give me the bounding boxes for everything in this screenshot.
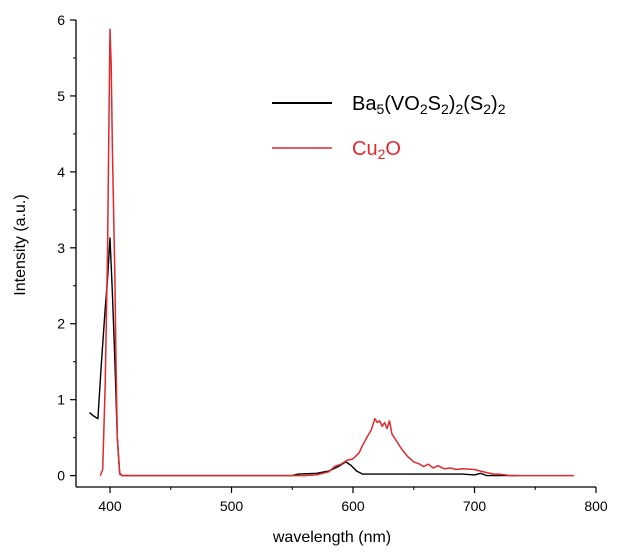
legend-label: Ba5(VO2S2)2(S2)2 (352, 93, 506, 117)
y-tick-label: 3 (57, 240, 65, 256)
x-tick-label: 500 (220, 498, 244, 514)
ticks: 400 500 600 700 800 0 1 2 3 4 5 6 (57, 12, 608, 514)
y-tick-label: 1 (57, 392, 65, 408)
y-tick-label: 5 (57, 88, 65, 104)
x-tick-label: 700 (463, 498, 487, 514)
series-line-ba5vo2s2 (88, 237, 517, 477)
x-axis-title: wavelength (nm) (272, 529, 391, 546)
x-tick-label: 400 (98, 498, 122, 514)
y-tick-label: 2 (57, 316, 65, 332)
axes (75, 20, 596, 488)
y-tick-label: 4 (57, 164, 65, 180)
x-tick-label: 600 (341, 498, 365, 514)
y-axis-title: Intensity (a.u.) (12, 194, 29, 295)
legend: Ba5(VO2S2)2(S2)2 Cu2O (272, 93, 506, 162)
y-tick-label: 0 (57, 468, 65, 484)
series-layer (88, 28, 575, 477)
legend-label: Cu2O (352, 138, 401, 162)
series-line-cu2o (99, 28, 575, 477)
y-tick-label: 6 (57, 12, 65, 28)
x-tick-label: 800 (584, 498, 608, 514)
